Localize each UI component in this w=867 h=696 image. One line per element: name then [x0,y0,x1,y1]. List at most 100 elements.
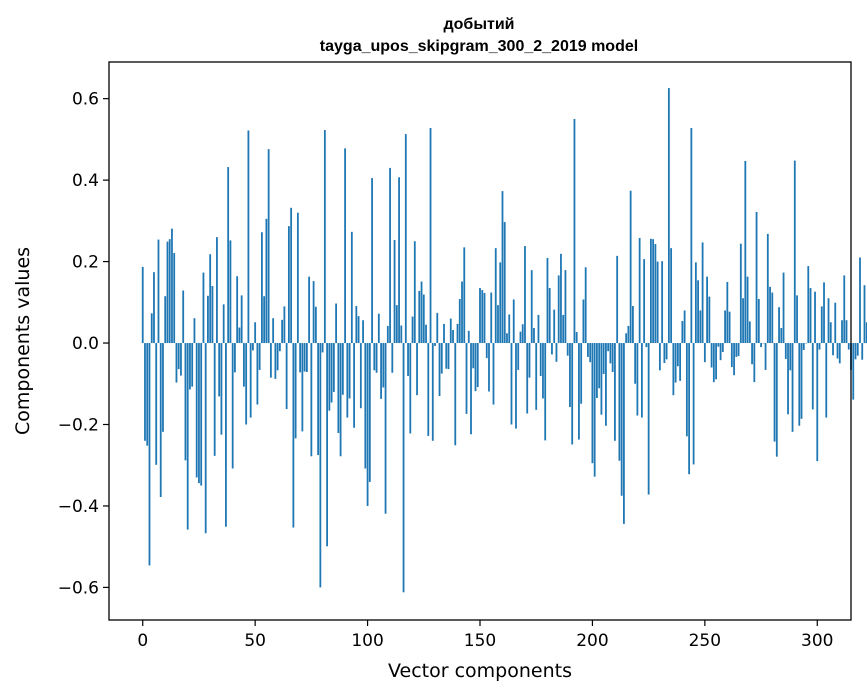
bar-component-70 [299,343,302,373]
y-tick-label: 0.6 [72,90,99,110]
bar-component-37 [225,343,227,527]
bar-component-97 [359,343,362,409]
bar-component-188 [564,270,567,344]
bar-component-99 [364,343,367,469]
bar-component-225 [647,343,650,495]
bar-component-3 [148,343,151,566]
bar-component-193 [575,332,578,344]
bar-component-45 [243,343,245,387]
bar-component-120 [411,316,414,344]
bar-component-217 [629,190,632,344]
bar-component-76 [312,281,315,344]
bar-component-67 [292,343,295,528]
bar-component-153 [485,343,488,359]
bar-component-18 [182,290,185,344]
bar-component-166 [515,343,517,429]
bar-component-101 [368,343,371,482]
bar-component-290 [793,160,796,344]
bar-component-316 [852,343,855,400]
bar-component-87 [337,343,340,434]
bar-component-233 [665,343,668,360]
bar-component-74 [308,276,311,344]
bar-component-309 [836,343,839,359]
bar-component-203 [598,343,601,389]
bar-component-195 [580,343,583,404]
bar-component-190 [569,343,571,407]
bar-component-273 [755,211,758,344]
bar-component-186 [560,253,562,344]
bar-component-277 [764,343,767,370]
bar-component-287 [787,343,789,415]
bar-component-214 [623,343,625,524]
bar-component-237 [674,343,677,383]
bar-component-125 [422,294,425,344]
bar-component-251 [706,276,708,344]
bar-component-29 [207,295,209,344]
bar-component-21 [189,343,191,390]
bar-component-157 [494,248,497,344]
y-axis-ticks: −0.6 −0.4 −0.2 0.0 0.2 0.4 0.6 [58,90,109,598]
bar-component-0 [141,266,144,344]
bar-component-142 [461,281,463,344]
bar-component-138 [452,330,454,344]
bar-component-104 [375,343,378,373]
bar-component-256 [717,343,720,347]
bar-component-63 [283,306,286,344]
bar-component-68 [294,343,297,439]
bar-component-224 [645,343,648,348]
bar-component-55 [265,218,268,344]
bar-component-122 [416,343,418,396]
bar-component-118 [407,343,409,377]
bar-component-27 [202,272,205,344]
bar-component-1 [144,343,146,441]
bar-component-205 [602,343,605,374]
bar-component-209 [611,343,614,372]
bar-component-191 [571,343,574,445]
bar-component-110 [389,167,391,344]
bar-component-162 [506,333,508,344]
bar-component-81 [323,130,326,344]
bar-component-66 [290,207,293,344]
bar-component-249 [701,242,704,344]
bar-component-83 [328,343,331,411]
bar-component-51 [256,343,259,405]
bar-component-220 [636,343,639,416]
bar-component-6 [155,343,158,465]
bar-component-57 [269,343,272,378]
bar-component-281 [773,343,776,442]
bar-component-149 [476,343,479,388]
bar-component-231 [661,261,664,344]
bar-component-42 [236,276,239,344]
bar-component-85 [332,343,335,392]
bar-component-278 [766,233,769,344]
bar-component-34 [218,343,221,397]
bar-component-303 [823,282,825,344]
bar-component-65 [287,226,290,344]
bar-component-229 [656,261,659,344]
bar-component-132 [438,343,441,396]
bar-component-58 [272,318,275,344]
bar-component-318 [856,343,859,356]
y-tick-label: −0.4 [58,497,99,517]
bar-component-288 [789,343,792,371]
bar-component-264 [735,343,738,357]
bar-component-172 [528,343,531,378]
bar-component-279 [769,286,771,344]
bar-component-123 [418,290,421,344]
bar-component-128 [429,127,432,344]
bar-component-131 [436,312,439,344]
bar-component-266 [739,243,742,344]
bar-component-121 [413,241,416,344]
bar-component-146 [470,343,472,435]
bar-component-197 [584,267,587,344]
bar-component-242 [685,343,688,437]
bar-component-23 [193,318,196,344]
x-tick-label: 50 [244,631,266,651]
bar-component-71 [301,343,304,432]
bar-component-218 [632,305,634,344]
bar-component-90 [344,148,346,344]
bar-component-297 [809,288,812,344]
bar-component-257 [719,343,722,361]
bar-component-64 [285,343,288,410]
